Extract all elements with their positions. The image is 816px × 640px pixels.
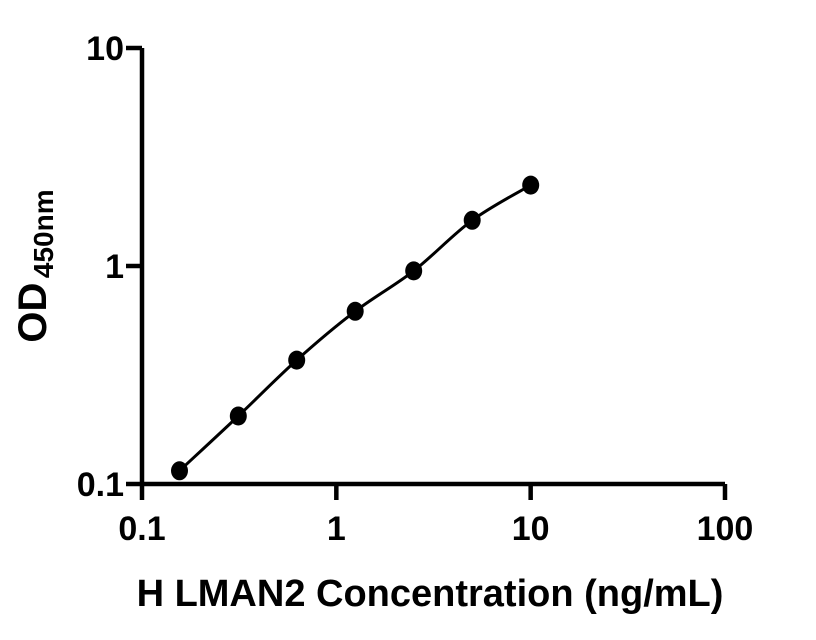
data-points: [171, 175, 540, 481]
data-point: [405, 261, 423, 281]
data-point: [288, 350, 306, 370]
data-point: [522, 175, 540, 195]
y-tick-label: 0.1: [77, 466, 124, 504]
axes: [139, 48, 725, 487]
data-point: [229, 406, 247, 426]
fit-curve: [178, 183, 532, 472]
y-tick-label: 1: [105, 248, 124, 286]
data-point: [346, 301, 364, 321]
x-tick-label: 1: [327, 510, 346, 548]
y-axis-title-subscript: 450nm: [28, 189, 59, 278]
curve-line: [178, 183, 532, 472]
x-tick-label: 0.1: [118, 510, 165, 548]
data-point: [171, 461, 188, 481]
data-point: [463, 210, 481, 230]
y-tick-label: 10: [86, 30, 124, 68]
y-axis-title: OD 450nm: [11, 189, 59, 342]
x-tick-label: 100: [697, 510, 754, 548]
y-axis-title-base: OD: [11, 283, 55, 343]
y-axis-tick-labels: 0.1 1 10: [77, 30, 124, 504]
x-tick-label: 10: [512, 510, 550, 548]
y-axis-ticks: [126, 45, 142, 487]
x-axis-title: H LMAN2 Concentration (ng/mL): [137, 573, 724, 615]
x-axis-tick-labels: 0.1 1 10 100: [118, 510, 753, 548]
x-axis-ticks: [139, 484, 728, 500]
